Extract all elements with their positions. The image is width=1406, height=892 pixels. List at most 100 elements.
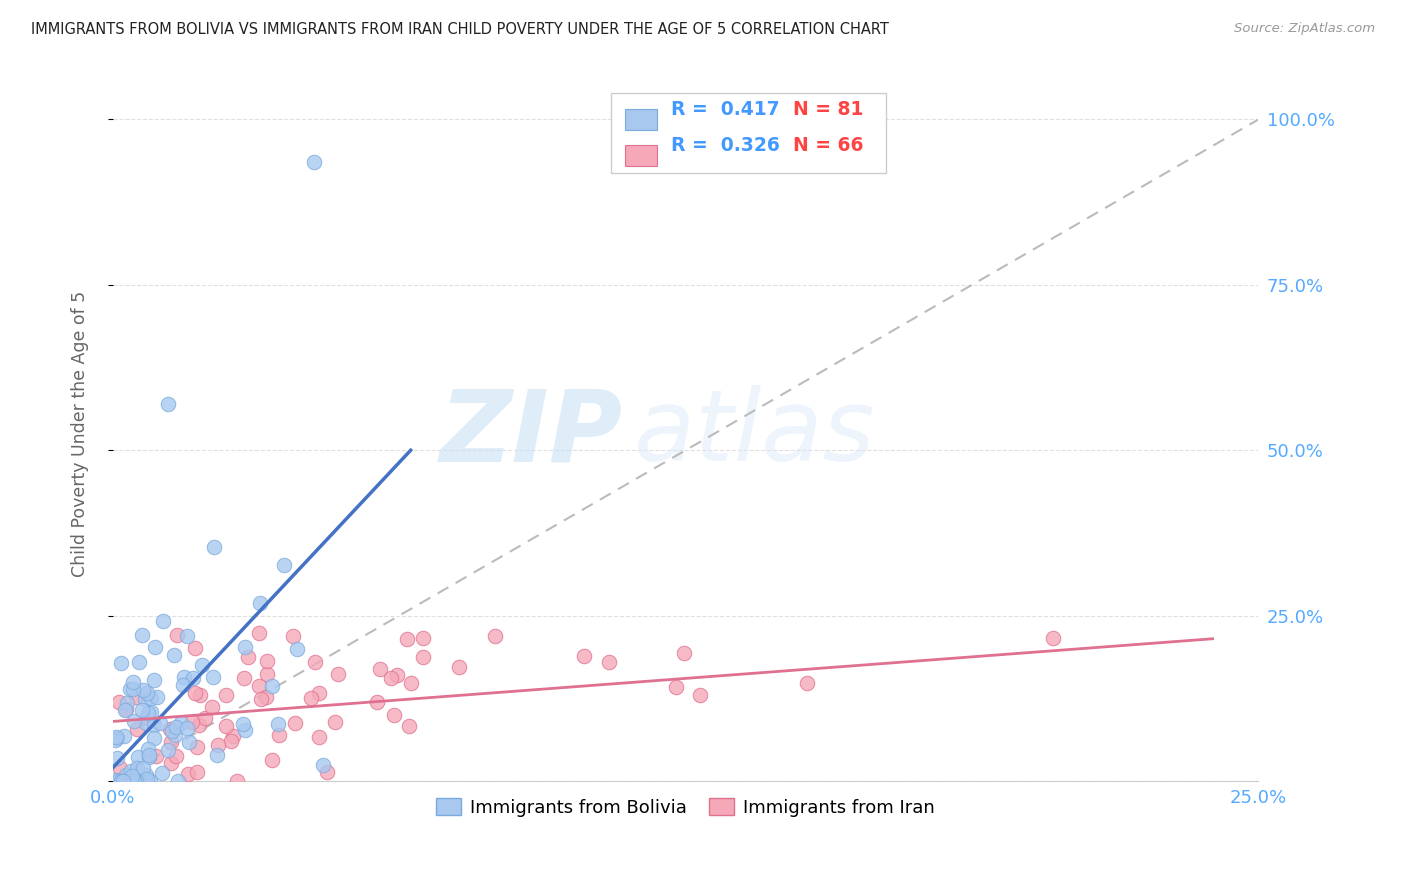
Point xyxy=(221,730,243,744)
Point xyxy=(165,720,187,734)
Point xyxy=(145,640,167,654)
Text: R =  0.417: R = 0.417 xyxy=(671,100,779,119)
Point xyxy=(269,728,291,742)
Point xyxy=(326,667,349,681)
Point xyxy=(205,748,228,763)
Point xyxy=(136,706,159,720)
Point xyxy=(131,703,153,717)
Point xyxy=(121,768,143,782)
Point xyxy=(150,765,173,780)
Point xyxy=(249,596,271,610)
Point xyxy=(256,654,278,668)
Point xyxy=(665,680,688,694)
Point xyxy=(312,757,335,772)
Point xyxy=(284,715,307,730)
Point xyxy=(135,715,157,730)
Point xyxy=(188,718,211,732)
Point xyxy=(132,682,155,697)
Point xyxy=(127,723,149,737)
Point xyxy=(180,714,202,729)
Point xyxy=(186,765,208,780)
Point xyxy=(120,764,142,778)
Point xyxy=(127,774,149,789)
Point xyxy=(188,688,211,702)
Point xyxy=(219,734,242,748)
Point xyxy=(176,722,198,736)
Point xyxy=(160,756,183,771)
Point xyxy=(398,718,420,732)
Point xyxy=(139,705,162,719)
Point xyxy=(247,679,270,693)
Legend: Immigrants from Bolivia, Immigrants from Iran: Immigrants from Bolivia, Immigrants from… xyxy=(429,791,942,824)
Point xyxy=(135,768,157,782)
Point xyxy=(304,155,326,169)
Point xyxy=(201,670,224,684)
Point xyxy=(127,774,149,789)
Text: atlas: atlas xyxy=(634,385,876,483)
Point xyxy=(201,700,224,714)
Point xyxy=(385,667,408,681)
Point xyxy=(149,716,172,731)
Point xyxy=(689,689,711,703)
Point xyxy=(145,690,167,704)
Point xyxy=(170,715,193,730)
Point xyxy=(160,724,183,739)
Point xyxy=(254,690,277,705)
Point xyxy=(165,728,187,742)
Point xyxy=(250,691,273,706)
Point xyxy=(138,749,160,764)
Point xyxy=(412,631,434,645)
Point xyxy=(796,676,818,690)
Point xyxy=(110,657,132,671)
Point xyxy=(256,666,278,681)
Point xyxy=(281,629,304,643)
Point xyxy=(412,650,434,665)
Point xyxy=(134,691,156,706)
Point xyxy=(117,696,139,710)
Text: Source: ZipAtlas.com: Source: ZipAtlas.com xyxy=(1234,22,1375,36)
Point xyxy=(121,774,143,789)
Point xyxy=(267,716,290,731)
Point xyxy=(399,675,422,690)
Point xyxy=(125,760,148,774)
Point xyxy=(125,690,148,704)
Point xyxy=(247,626,270,640)
Point xyxy=(366,695,388,709)
Point xyxy=(202,540,225,554)
Point xyxy=(186,739,208,754)
Point xyxy=(114,703,136,717)
Point xyxy=(118,681,141,696)
Point xyxy=(382,707,405,722)
Point xyxy=(128,655,150,669)
Point xyxy=(167,774,190,789)
Point xyxy=(215,688,238,702)
Text: N = 81: N = 81 xyxy=(779,100,863,119)
Point xyxy=(105,751,128,765)
Point xyxy=(163,648,186,662)
Point xyxy=(184,685,207,699)
Text: N = 66: N = 66 xyxy=(779,136,863,155)
Point xyxy=(215,719,238,733)
FancyBboxPatch shape xyxy=(624,109,657,130)
Point xyxy=(132,761,155,775)
Point xyxy=(177,767,200,781)
Point xyxy=(115,702,138,716)
Point xyxy=(110,774,132,789)
Point xyxy=(232,717,254,731)
Point xyxy=(184,640,207,655)
Point xyxy=(105,731,128,746)
Point xyxy=(262,679,284,693)
Point xyxy=(304,655,326,669)
Point xyxy=(104,733,127,747)
Point xyxy=(142,718,165,732)
Point xyxy=(447,660,470,674)
Point xyxy=(233,723,256,737)
Point xyxy=(236,649,259,664)
Point xyxy=(131,628,153,642)
Point xyxy=(172,678,194,692)
Point xyxy=(142,731,165,746)
Point xyxy=(207,739,229,753)
Point xyxy=(139,691,162,706)
Point xyxy=(308,686,330,700)
Point xyxy=(136,772,159,787)
